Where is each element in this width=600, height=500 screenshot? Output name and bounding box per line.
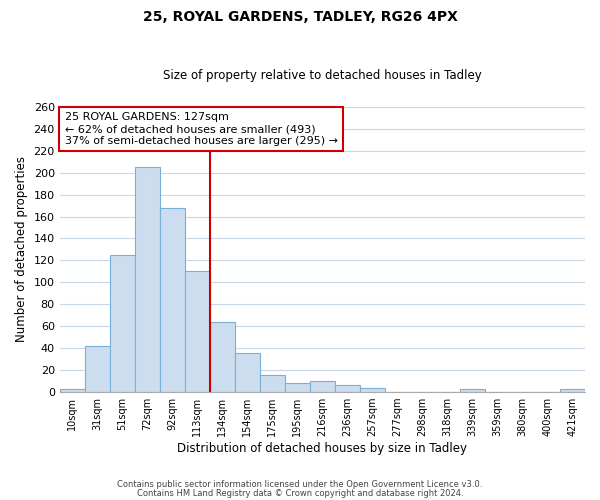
Bar [335, 386, 360, 392]
Bar [360, 388, 385, 392]
Bar [285, 384, 310, 392]
Y-axis label: Number of detached properties: Number of detached properties [15, 156, 28, 342]
Bar [560, 389, 585, 392]
Text: 25, ROYAL GARDENS, TADLEY, RG26 4PX: 25, ROYAL GARDENS, TADLEY, RG26 4PX [143, 10, 457, 24]
Text: Contains HM Land Registry data © Crown copyright and database right 2024.: Contains HM Land Registry data © Crown c… [137, 488, 463, 498]
Text: 25 ROYAL GARDENS: 127sqm
← 62% of detached houses are smaller (493)
37% of semi-: 25 ROYAL GARDENS: 127sqm ← 62% of detach… [65, 112, 338, 146]
Bar [135, 167, 160, 392]
Bar [260, 374, 285, 392]
Bar [310, 381, 335, 392]
Bar [85, 346, 110, 392]
Bar [185, 272, 210, 392]
Bar [460, 389, 485, 392]
Title: Size of property relative to detached houses in Tadley: Size of property relative to detached ho… [163, 69, 482, 82]
Bar [210, 322, 235, 392]
Bar [160, 208, 185, 392]
Bar [59, 389, 85, 392]
Text: Contains public sector information licensed under the Open Government Licence v3: Contains public sector information licen… [118, 480, 482, 489]
Bar [235, 352, 260, 392]
X-axis label: Distribution of detached houses by size in Tadley: Distribution of detached houses by size … [178, 442, 467, 455]
Bar [110, 255, 135, 392]
